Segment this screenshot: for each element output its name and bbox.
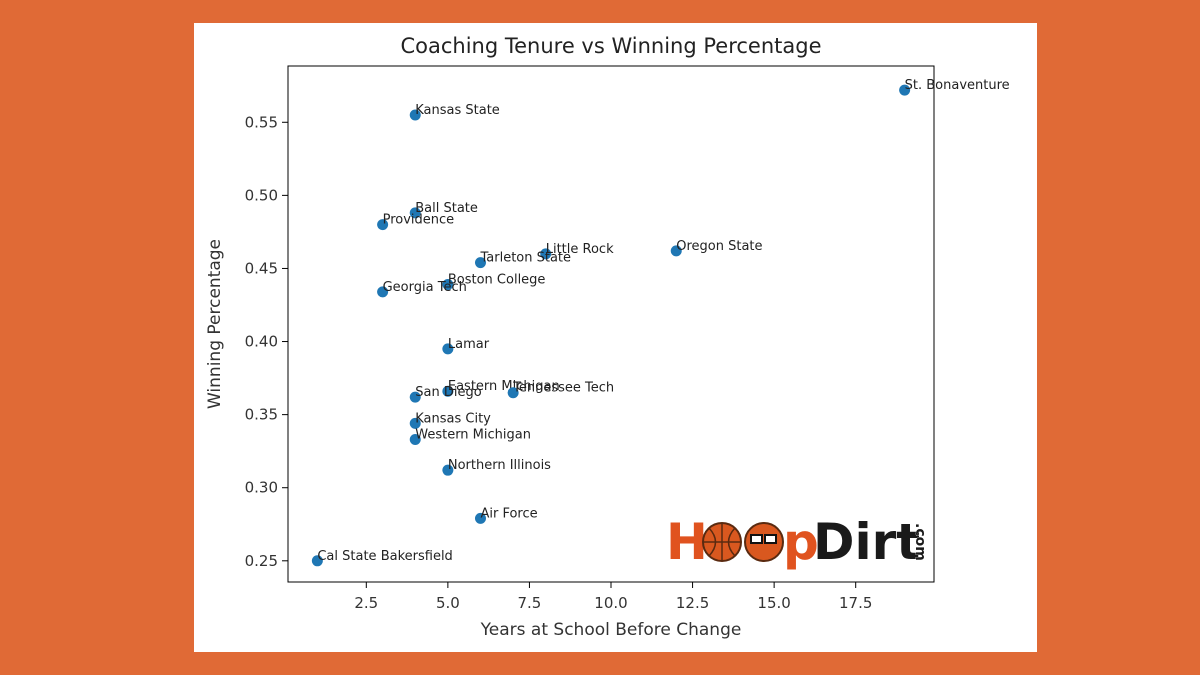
y-tick-label: 0.55 xyxy=(245,113,278,131)
data-point xyxy=(442,343,454,355)
data-point-label: Lamar xyxy=(448,337,490,352)
scatter-chart: Coaching Tenure vs Winning Percentage 2.… xyxy=(205,34,1010,640)
data-point-label: Tarleton State xyxy=(479,251,571,266)
data-point-label: Oregon State xyxy=(676,239,762,254)
data-point xyxy=(507,387,519,399)
x-tick-label: 12.5 xyxy=(676,594,709,612)
data-point xyxy=(540,248,552,260)
data-point-label: St. Bonaventure xyxy=(905,78,1010,93)
plot-area xyxy=(287,65,935,583)
data-points: St. Bonaventure Kansas State Ball StatePro… xyxy=(311,78,1010,567)
y-tick-label: 0.50 xyxy=(245,186,278,204)
data-point xyxy=(409,417,421,429)
x-tick-label: 7.5 xyxy=(518,594,542,612)
data-point-label: Northern Illinois xyxy=(448,458,551,473)
data-point xyxy=(670,245,682,257)
logo-text-h: H xyxy=(666,513,708,571)
data-point xyxy=(442,385,454,397)
chart-title: Coaching Tenure vs Winning Percentage xyxy=(400,34,821,58)
y-tick-label: 0.45 xyxy=(245,259,278,277)
data-point xyxy=(377,219,389,231)
logo-text-com: .com xyxy=(912,523,928,561)
data-point-label: Tennessee Tech xyxy=(512,381,614,396)
data-point-label: Providence xyxy=(383,213,455,228)
data-point xyxy=(409,109,421,121)
x-tick-label: 10.0 xyxy=(594,594,627,612)
data-point xyxy=(474,257,486,269)
data-point-label: Kansas State xyxy=(415,103,500,118)
data-point-label: Kansas City xyxy=(415,411,491,426)
data-point-label: Air Force xyxy=(480,506,537,521)
data-point xyxy=(409,207,421,219)
x-tick-label: 5.0 xyxy=(436,594,460,612)
logo-text-dirt: Dirt xyxy=(813,513,920,571)
data-point xyxy=(442,464,454,476)
data-point-label: Little Rock xyxy=(546,242,614,257)
x-tick-label: 2.5 xyxy=(354,594,378,612)
logo-text-p: p xyxy=(783,513,819,571)
data-point xyxy=(409,391,421,403)
data-point xyxy=(409,433,421,445)
y-axis: 0.25 0.30 0.35 0.40 0.45 0.50 0.55 xyxy=(245,113,288,570)
y-tick-label: 0.25 xyxy=(245,552,278,570)
hoopdirt-logo: H p Dirt .com xyxy=(665,512,928,572)
x-tick-label: 17.5 xyxy=(839,594,872,612)
x-axis-label: Years at School Before Change xyxy=(480,620,742,640)
data-point-label: Western Michigan xyxy=(415,427,531,442)
data-point-label: San Diego xyxy=(415,385,481,400)
data-point xyxy=(442,279,454,291)
data-point xyxy=(377,286,389,298)
data-point-label: Boston College xyxy=(448,273,546,288)
y-axis-label: Winning Percentage xyxy=(205,239,225,409)
data-point-label: Georgia Tech xyxy=(383,280,467,295)
x-axis: 2.5 5.0 7.5 10.0 12.5 15.0 17.5 xyxy=(354,582,872,612)
data-point xyxy=(474,512,486,524)
data-point xyxy=(899,84,911,96)
y-tick-label: 0.35 xyxy=(245,406,278,424)
chart-card: Coaching Tenure vs Winning Percentage 2.… xyxy=(194,23,1037,652)
y-tick-label: 0.30 xyxy=(245,479,278,497)
data-point-label: Eastern Michigan xyxy=(448,379,560,394)
data-point-label: Ball State xyxy=(415,201,478,216)
data-point-label: Cal State Bakersfield xyxy=(317,549,452,564)
x-tick-label: 15.0 xyxy=(757,594,790,612)
data-point xyxy=(311,555,323,567)
y-tick-label: 0.40 xyxy=(245,333,278,351)
